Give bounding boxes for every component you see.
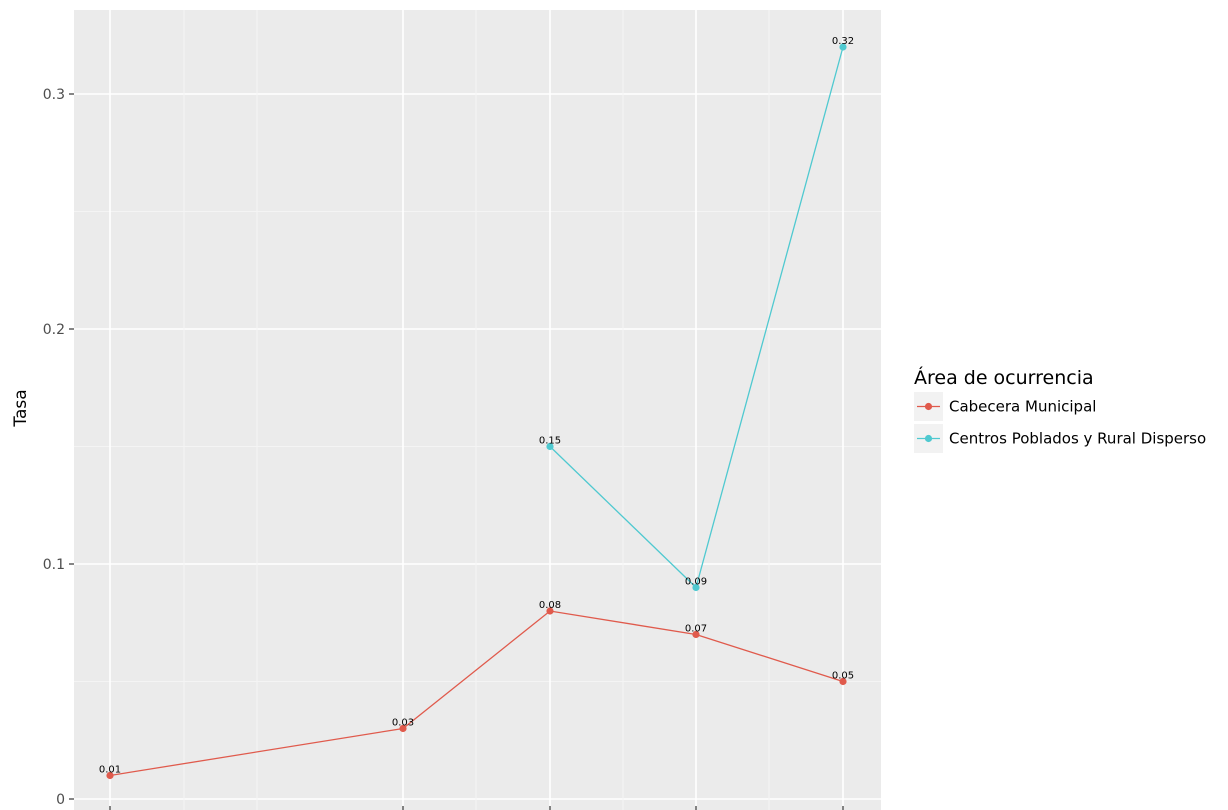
data-label-0-3: 0.07 — [685, 624, 707, 635]
legend-label-0: Cabecera Municipal — [949, 398, 1096, 416]
y-tick-label-3: 0.3 — [43, 87, 65, 103]
data-point-1-1 — [692, 583, 700, 592]
data-label-1-0: 0.15 — [539, 436, 561, 447]
data-point-0-2 — [546, 607, 554, 615]
data-point-1-2 — [839, 43, 847, 51]
legend-title: Área de ocurrencia — [914, 366, 1094, 389]
y-axis: 0 0.1 0.2 0.3 — [43, 87, 844, 810]
y-tick-label-1: 0.1 — [43, 557, 65, 573]
data-point-0-1 — [399, 724, 407, 733]
data-point-0-0 — [106, 771, 114, 780]
series-layer: 0.01 0.03 0.08 0.07 0.05 0.15 0.09 0.32 — [99, 36, 854, 780]
y-tick-label-0: 0 — [56, 792, 65, 808]
data-label-0-2: 0.08 — [539, 600, 561, 611]
legend-label-1: Centros Poblados y Rural Disperso — [949, 430, 1206, 448]
data-point-0-3 — [692, 630, 700, 639]
y-axis-title: Tasa — [11, 389, 31, 427]
data-point-1-0 — [546, 442, 554, 451]
data-label-1-1: 0.09 — [685, 577, 707, 588]
data-label-0-4: 0.05 — [832, 671, 854, 682]
data-label-0-0: 0.01 — [99, 765, 121, 776]
series-1: 0.15 0.09 0.32 — [539, 36, 854, 592]
series-0: 0.01 0.03 0.08 0.07 0.05 — [99, 600, 854, 780]
data-label-0-1: 0.03 — [392, 718, 414, 729]
y-tick-label-2: 0.2 — [43, 322, 65, 338]
legend-key-point-0 — [924, 402, 933, 411]
data-point-0-4 — [839, 677, 847, 686]
legend-key-point-1 — [924, 434, 933, 443]
legend: Área de ocurrencia Cabecera Municipal Cen… — [914, 366, 1206, 453]
panel-background — [74, 10, 881, 810]
data-label-1-2: 0.32 — [832, 36, 854, 47]
grid — [74, 10, 881, 810]
